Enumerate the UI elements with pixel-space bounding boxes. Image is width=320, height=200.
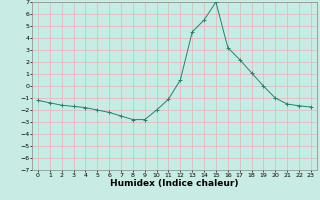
X-axis label: Humidex (Indice chaleur): Humidex (Indice chaleur) xyxy=(110,179,239,188)
